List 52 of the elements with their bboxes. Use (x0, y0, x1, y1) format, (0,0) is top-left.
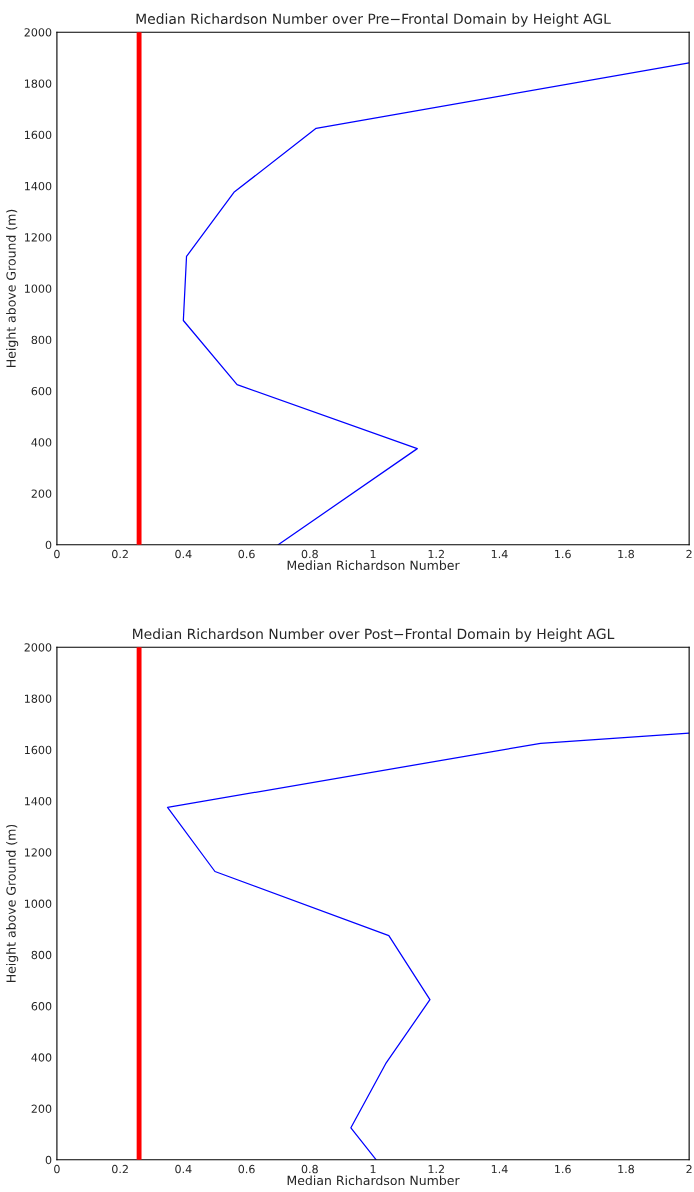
x-axis-title: Median Richardson Number (287, 1175, 460, 1186)
y-tick-label: 400 (31, 1053, 52, 1062)
line-series (166, 732, 690, 1160)
y-tick-label: 1200 (24, 233, 52, 242)
y-tick-label: 200 (31, 1104, 52, 1113)
y-tick-label: 200 (31, 489, 52, 498)
y-tick-label: 600 (31, 386, 52, 396)
y-axis-title: Height above Ground (m) (6, 824, 19, 983)
y-tick-label: 1000 (24, 899, 52, 908)
y-tick-label: 1400 (24, 181, 52, 191)
x-tick-label: 0.6 (238, 1164, 255, 1174)
x-tick-label: 1.6 (555, 1164, 571, 1174)
x-tick-label: 1.2 (428, 549, 444, 559)
x-tick-label: 1.8 (618, 1164, 634, 1174)
chart-title: Median Richardson Number over Post−Frontal Domain by Height AGL (133, 628, 615, 642)
y-axis-title: Height above Ground (m) (6, 209, 19, 367)
x-tick-label: 1.6 (555, 549, 571, 559)
y-tick-label: 1000 (24, 284, 52, 293)
y-tick-label: 2000 (24, 28, 52, 37)
y-tick-label: 1400 (24, 797, 52, 806)
x-tick-label: 2 (686, 549, 692, 559)
y-tick-label: 800 (31, 335, 52, 345)
y-tick-label: 600 (31, 1002, 52, 1011)
y-tick-label: 2000 (24, 643, 52, 652)
y-tick-label: 800 (31, 950, 52, 960)
y-tick-label: 0 (45, 1155, 52, 1165)
x-tick-label: 1.4 (491, 549, 508, 559)
x-tick-label: 1 (370, 1165, 376, 1174)
x-tick-label: 0.6 (238, 549, 255, 559)
chart-title: Median Richardson Number over Pre−Frontal Domain by Height AGL (136, 13, 611, 27)
y-tick-label: 1600 (24, 745, 52, 755)
x-tick-label: 0.8 (301, 549, 318, 559)
x-tick-label: 1.2 (428, 1164, 444, 1174)
line-series (182, 62, 690, 545)
y-tick-label: 1800 (24, 694, 52, 703)
x-tick-label: 0.4 (175, 549, 192, 559)
x-tick-label: 0.4 (175, 1164, 192, 1174)
x-tick-label: 0 (54, 1164, 60, 1174)
y-tick-label: 400 (31, 438, 52, 447)
x-tick-label: 1.8 (618, 549, 634, 559)
x-axis-title: Median Richardson Number (287, 560, 460, 571)
y-tick-label: 1200 (24, 848, 52, 857)
x-tick-label: 0.2 (112, 549, 128, 559)
x-tick-label: 0.8 (301, 1164, 318, 1174)
y-tick-label: 1800 (24, 79, 52, 88)
x-tick-label: 1 (370, 549, 376, 559)
x-tick-label: 1.4 (491, 1165, 508, 1174)
x-tick-label: 2 (686, 1164, 692, 1174)
x-tick-label: 0.2 (112, 1164, 128, 1174)
x-tick-label: 0 (54, 549, 60, 559)
y-tick-label: 1600 (24, 130, 52, 140)
y-tick-label: 0 (45, 540, 52, 550)
